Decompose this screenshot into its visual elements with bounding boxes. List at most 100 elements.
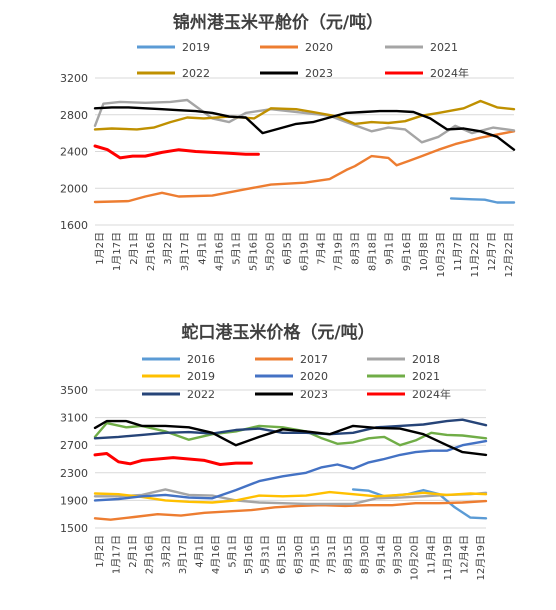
y-tick-label: 2800 <box>60 109 88 122</box>
x-tick-label: 9月1日 <box>384 232 396 265</box>
x-tick-label: 7月15日 <box>309 535 321 574</box>
x-tick-label: 11月7日 <box>452 232 464 271</box>
x-tick-label: 4月16日 <box>213 232 225 271</box>
legend-label: 2024年 <box>430 66 469 80</box>
series-line-2020 <box>93 439 488 502</box>
x-tick-label: 7月19日 <box>333 232 345 271</box>
legend-item: 2021 <box>385 41 458 54</box>
x-tick-label: 8月15日 <box>342 535 354 574</box>
x-tick-label: 8月18日 <box>367 232 379 271</box>
x-tick-label: 11月19日 <box>442 535 454 580</box>
legend-label: 2020 <box>305 41 333 54</box>
y-tick-label: 2300 <box>60 467 88 480</box>
legend-label: 2024年 <box>412 387 451 401</box>
series-line-2016 <box>351 488 488 520</box>
y-tick-label: 3500 <box>60 384 88 397</box>
x-tick-label: 1月2日 <box>94 535 106 568</box>
x-tick-label: 6月30日 <box>293 535 305 574</box>
legend-item: 2024年 <box>367 387 451 401</box>
x-tick-label: 2月16日 <box>144 535 156 574</box>
x-tick-label: 2月1日 <box>127 535 139 568</box>
legend-item: 2023 <box>255 388 328 401</box>
x-tick-label: 10月23日 <box>435 232 447 277</box>
legend-label: 2020 <box>300 370 328 383</box>
series-line-2024年 <box>93 144 260 160</box>
series-line-2020 <box>93 130 516 204</box>
x-tick-label: 6月5日 <box>281 232 293 265</box>
legend-item: 2023 <box>260 67 333 80</box>
chart-title: 锦州港玉米平舱价（元/吨） <box>173 12 383 33</box>
x-tick-label: 6月19日 <box>299 232 311 271</box>
series-line-2023 <box>93 419 488 457</box>
x-tick-label: 9月16日 <box>401 232 413 271</box>
legend-item: 2020 <box>260 41 333 54</box>
y-tick-label: 3200 <box>60 72 88 85</box>
series-line-2019 <box>93 490 488 504</box>
legend-item: 2016 <box>142 353 215 366</box>
legend-label: 2021 <box>430 41 458 54</box>
y-tick-label: 2000 <box>60 182 88 195</box>
legend-item: 2018 <box>367 353 440 366</box>
legend-item: 2021 <box>367 370 440 383</box>
y-tick-label: 1500 <box>60 522 88 535</box>
x-tick-label: 4月1日 <box>196 232 208 265</box>
x-tick-label: 8月30日 <box>359 535 371 574</box>
x-tick-label: 7月4日 <box>316 232 328 265</box>
series-line-2023 <box>93 106 516 151</box>
series-line-2017 <box>93 499 488 521</box>
y-tick-label: 1600 <box>60 219 88 232</box>
x-tick-label: 10月20日 <box>409 535 421 580</box>
x-tick-label: 3月2日 <box>160 535 172 568</box>
x-tick-label: 11月4日 <box>425 535 437 574</box>
series-line-2019 <box>449 197 516 204</box>
legend-item: 2024年 <box>385 66 469 80</box>
x-tick-label: 5月20日 <box>264 232 276 271</box>
legend-label: 2019 <box>182 41 210 54</box>
y-tick-label: 1900 <box>60 494 88 507</box>
x-tick-label: 1月17日 <box>111 535 123 574</box>
legend-label: 2023 <box>305 67 333 80</box>
legend-item: 2019 <box>142 370 215 383</box>
legend-item: 2019 <box>137 41 210 54</box>
x-tick-label: 9月14日 <box>376 535 388 574</box>
chart-title: 蛇口港玉米价格（元/吨） <box>181 322 374 343</box>
x-tick-label: 12月19日 <box>475 535 487 580</box>
legend-label: 2017 <box>300 353 328 366</box>
x-tick-label: 7月31日 <box>326 535 338 574</box>
y-tick-label: 3100 <box>60 412 88 425</box>
x-tick-label: 4月16日 <box>210 535 222 574</box>
x-tick-label: 2月16日 <box>145 232 157 271</box>
x-tick-label: 4月1日 <box>193 535 205 568</box>
series-line-2021 <box>93 421 488 447</box>
legend-label: 2016 <box>187 353 215 366</box>
legend-label: 2023 <box>300 388 328 401</box>
series-line-2021 <box>93 98 516 144</box>
chart-2: 蛇口港玉米价格（元/吨） 2016 2017 2018 2019 2020 2021 2022… <box>60 322 488 580</box>
y-tick-label: 2400 <box>60 146 88 159</box>
x-tick-label: 11月22日 <box>469 232 481 277</box>
legend-item: 2017 <box>255 353 328 366</box>
legend-label: 2022 <box>182 67 210 80</box>
x-tick-label: 1月17日 <box>111 232 123 271</box>
x-tick-label: 3月2日 <box>162 232 174 265</box>
chart-1: 锦州港玉米平舱价（元/吨） 2019 2020 2021 2022 2023 2024年 16… <box>60 12 516 277</box>
legend-label: 2019 <box>187 370 215 383</box>
legend-label: 2022 <box>187 388 215 401</box>
x-tick-label: 3月17日 <box>179 232 191 271</box>
x-tick-label: 12月4日 <box>458 535 470 574</box>
x-tick-label: 8月3日 <box>350 232 362 265</box>
y-tick-label: 2700 <box>60 439 88 452</box>
series-line-2018 <box>93 488 488 506</box>
x-tick-label: 3月17日 <box>177 535 189 574</box>
legend-label: 2018 <box>412 353 440 366</box>
x-tick-label: 5月1日 <box>230 232 242 265</box>
x-tick-label: 5月31日 <box>260 535 272 574</box>
x-tick-label: 12月7日 <box>486 232 498 271</box>
series-line-2022 <box>93 418 488 440</box>
legend-item: 2022 <box>137 67 210 80</box>
legend-label: 2021 <box>412 370 440 383</box>
x-tick-label: 12月22日 <box>503 232 515 277</box>
legend-item: 2020 <box>255 370 328 383</box>
series-line-2024年 <box>93 452 253 466</box>
